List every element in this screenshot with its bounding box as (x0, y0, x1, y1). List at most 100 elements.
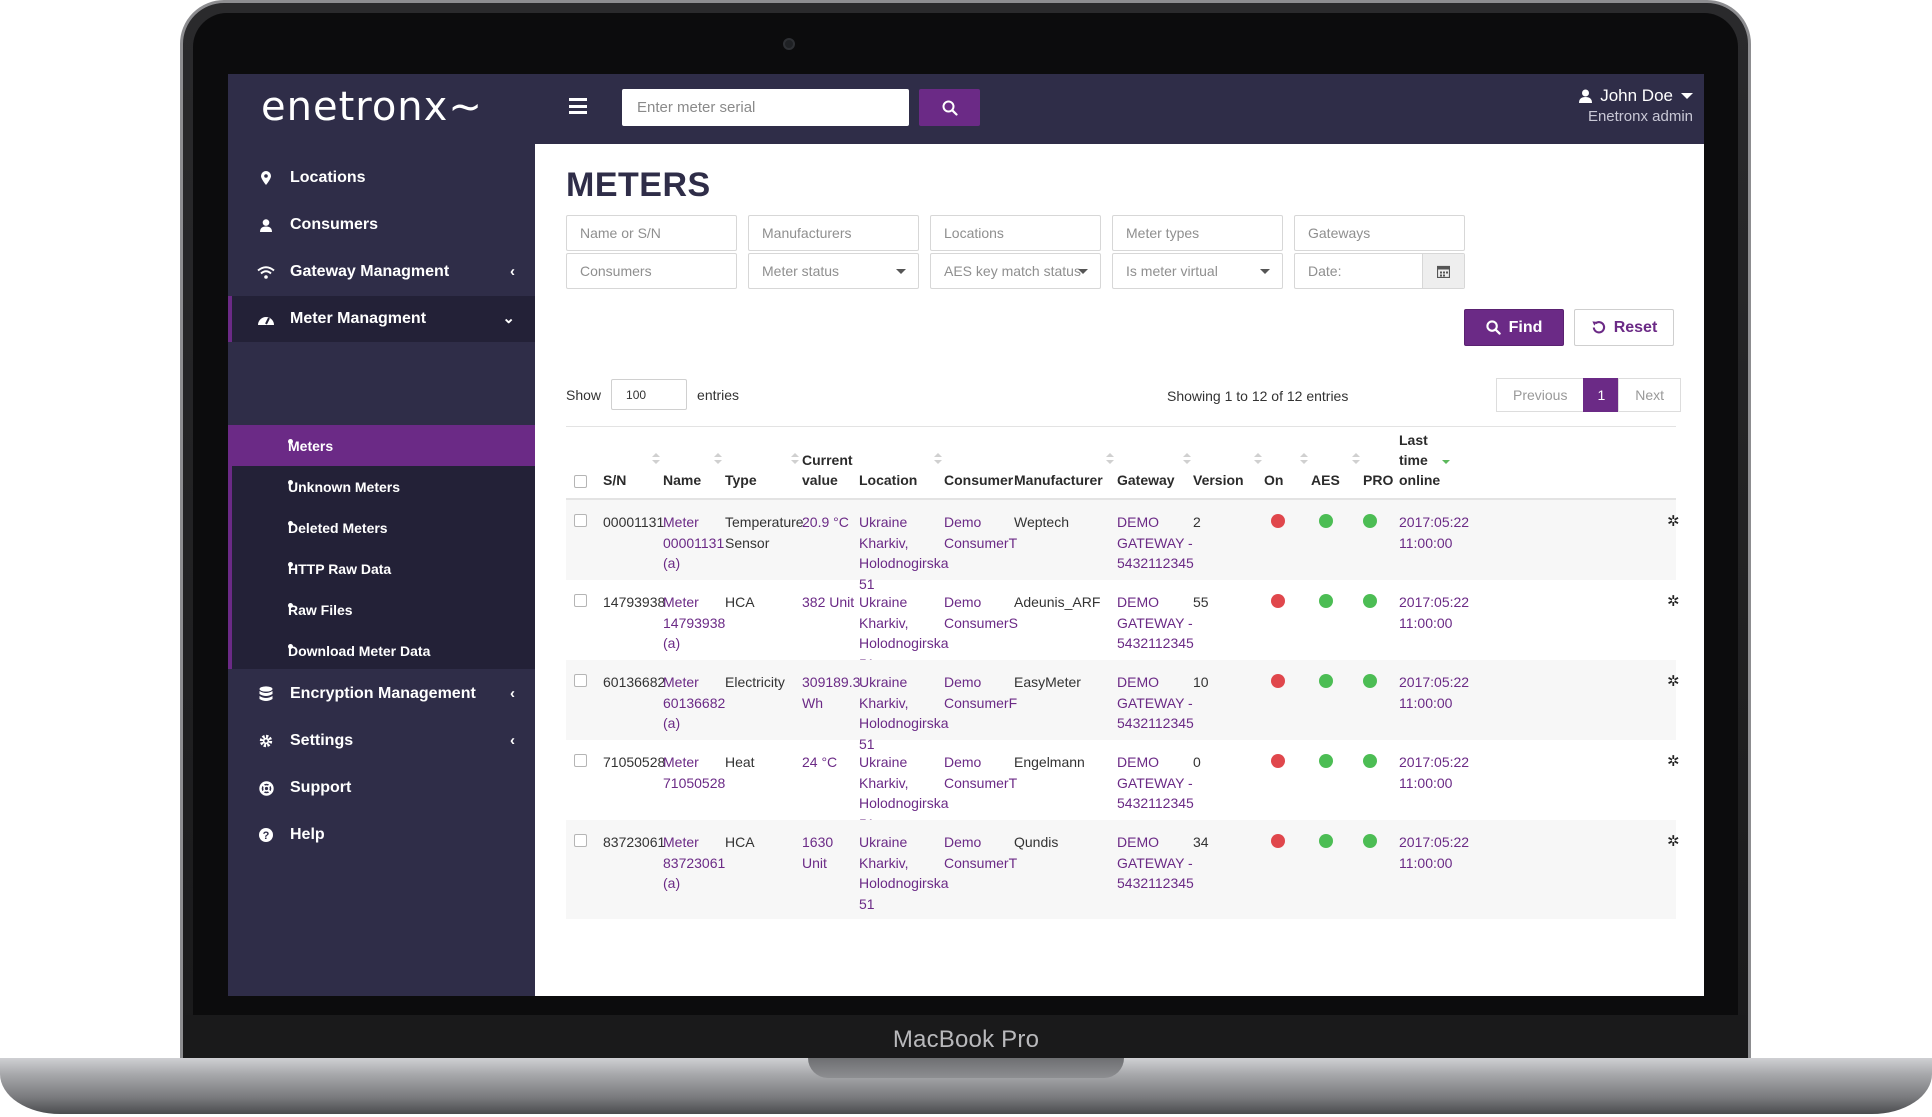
col-on[interactable]: On (1264, 472, 1284, 488)
col-location[interactable]: Location (859, 472, 918, 488)
page-1-button[interactable]: 1 (1583, 378, 1620, 412)
cell-name-link[interactable]: Meter 71050528 (663, 752, 725, 793)
cell-current-value[interactable]: 382 Unit (802, 592, 854, 613)
col-type[interactable]: Type (725, 472, 757, 488)
cell-gateway-link[interactable]: DEMO GATEWAY - 5432112345 (1117, 592, 1194, 654)
sort-icon[interactable] (1183, 453, 1191, 467)
menu-toggle-icon[interactable] (569, 98, 587, 114)
row-checkbox[interactable] (574, 594, 587, 607)
col-manufacturer[interactable]: Manufacturer (1014, 472, 1103, 488)
cell-current-value[interactable]: 20.9 °C (802, 512, 849, 533)
locations-filter[interactable]: Locations (930, 215, 1101, 251)
gateways-filter[interactable]: Gateways (1294, 215, 1465, 251)
col-version[interactable]: Version (1193, 472, 1244, 488)
submenu-item-raw-files[interactable]: Raw Files (232, 589, 535, 630)
col-pro[interactable]: PRO (1363, 472, 1394, 488)
sort-icon[interactable] (934, 453, 942, 467)
cell-last-time-online[interactable]: 2017:05:22 11:00:00 (1399, 832, 1469, 873)
cell-current-value[interactable]: 1630 Unit (802, 832, 833, 873)
name-or-sn-filter[interactable]: Name or S/N (566, 215, 737, 251)
submenu-item-deleted-meters[interactable]: Deleted Meters (232, 507, 535, 548)
cell-consumer-link[interactable]: Demo ConsumerT (944, 752, 1017, 793)
app-logo[interactable]: enetronx~ (261, 84, 483, 130)
cell-name-link[interactable]: Meter 83723061 (a) (663, 832, 725, 894)
sidebar-item-meter-managment[interactable]: Meter Managment ⌄ (228, 296, 535, 342)
submenu-item-unknown-meters[interactable]: Unknown Meters (232, 466, 535, 507)
cell-current-value[interactable]: 24 °C (802, 752, 837, 773)
cell-name-link[interactable]: Meter 00001131 (a) (663, 512, 724, 574)
sort-desc-icon[interactable] (1442, 453, 1450, 467)
select-all-checkbox[interactable] (574, 475, 587, 488)
cell-current-value[interactable]: 309189.3 Wh (802, 672, 860, 713)
entries-per-page-input[interactable] (611, 379, 688, 410)
meter-types-filter[interactable]: Meter types (1112, 215, 1283, 251)
row-checkbox[interactable] (574, 754, 587, 767)
row-settings-gear-icon[interactable]: ✲ (1667, 513, 1680, 530)
submenu-item-http-raw-data[interactable]: HTTP Raw Data (232, 548, 535, 589)
row-settings-gear-icon[interactable]: ✲ (1667, 833, 1680, 850)
col-sn[interactable]: S/N (603, 472, 627, 488)
col-last-time-online[interactable]: Last time online (1399, 430, 1440, 490)
sidebar-item-support[interactable]: Support (228, 765, 535, 811)
cell-gateway-link[interactable]: DEMO GATEWAY - 5432112345 (1117, 512, 1194, 574)
col-consumer[interactable]: Consumer (944, 472, 1014, 488)
sort-icon[interactable] (791, 453, 799, 467)
cell-gateway-link[interactable]: DEMO GATEWAY - 5432112345 (1117, 752, 1194, 814)
sidebar-item-consumers[interactable]: Consumers (228, 202, 535, 248)
cell-consumer-link[interactable]: Demo ConsumerS (944, 592, 1018, 633)
col-name[interactable]: Name (663, 472, 702, 488)
aes-key-match-status-select[interactable]: AES key match status (930, 253, 1101, 289)
cell-last-time-online[interactable]: 2017:05:22 11:00:00 (1399, 752, 1469, 793)
cell-gateway-link[interactable]: DEMO GATEWAY - 5432112345 (1117, 832, 1194, 894)
sort-icon[interactable] (1106, 453, 1114, 467)
cell-last-time-online[interactable]: 2017:05:22 11:00:00 (1399, 592, 1469, 633)
sort-icon[interactable] (714, 453, 722, 467)
cell-gateway-link[interactable]: DEMO GATEWAY - 5432112345 (1117, 672, 1194, 734)
submenu-item-meters[interactable]: Meters (232, 425, 535, 466)
row-settings-gear-icon[interactable]: ✲ (1667, 673, 1680, 690)
consumers-filter[interactable]: Consumers (566, 253, 737, 289)
row-settings-gear-icon[interactable]: ✲ (1667, 593, 1680, 610)
sidebar-item-settings[interactable]: Settings ‹ (228, 718, 535, 764)
col-aes[interactable]: AES (1311, 472, 1340, 488)
user-menu[interactable]: John Doe Enetronx admin (1579, 86, 1693, 125)
search-button[interactable] (919, 89, 980, 126)
meter-status-select[interactable]: Meter status (748, 253, 919, 289)
cell-last-time-online[interactable]: 2017:05:22 11:00:00 (1399, 512, 1469, 553)
row-checkbox[interactable] (574, 514, 587, 527)
cell-consumer-link[interactable]: Demo ConsumerT (944, 832, 1017, 873)
sort-icon[interactable] (1300, 453, 1308, 467)
date-filter[interactable]: Date: (1294, 253, 1465, 289)
sort-icon[interactable] (1254, 453, 1262, 467)
cell-consumer-link[interactable]: Demo ConsumerF (944, 672, 1017, 713)
sidebar-item-encryption-management[interactable]: Encryption Management ‹ (228, 671, 535, 717)
col-current-value[interactable]: Current value (802, 450, 853, 490)
col-gateway[interactable]: Gateway (1117, 472, 1175, 488)
sort-icon[interactable] (1352, 453, 1360, 467)
manufacturers-filter[interactable]: Manufacturers (748, 215, 919, 251)
next-page-button[interactable]: Next (1618, 378, 1682, 412)
sidebar-item-help[interactable]: ? Help (228, 812, 535, 858)
cell-name-link[interactable]: Meter 14793938 (a) (663, 592, 725, 654)
sidebar-item-gateway-managment[interactable]: Gateway Managment ‹ (228, 249, 535, 295)
row-checkbox[interactable] (574, 834, 587, 847)
meter-serial-search-input[interactable] (622, 89, 909, 126)
cell-consumer-link[interactable]: Demo ConsumerT (944, 512, 1017, 553)
previous-page-button[interactable]: Previous (1496, 378, 1585, 412)
row-settings-gear-icon[interactable]: ✲ (1667, 753, 1680, 770)
cell-last-time-online[interactable]: 2017:05:22 11:00:00 (1399, 672, 1469, 713)
row-checkbox[interactable] (574, 674, 587, 687)
cell-name-link[interactable]: Meter 60136682 (a) (663, 672, 725, 734)
submenu-item-download-meter-data[interactable]: Download Meter Data (232, 630, 535, 671)
sort-icon[interactable] (652, 453, 660, 467)
sidebar-item-locations[interactable]: Locations (228, 155, 535, 201)
reset-button[interactable]: Reset (1574, 309, 1674, 346)
is-meter-virtual-select[interactable]: Is meter virtual (1112, 253, 1283, 289)
calendar-button[interactable] (1422, 254, 1464, 288)
find-button[interactable]: Find (1464, 309, 1564, 346)
